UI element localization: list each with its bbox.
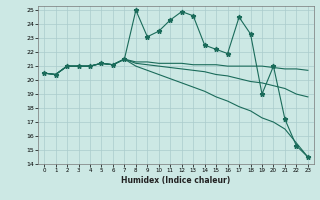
X-axis label: Humidex (Indice chaleur): Humidex (Indice chaleur) (121, 176, 231, 185)
